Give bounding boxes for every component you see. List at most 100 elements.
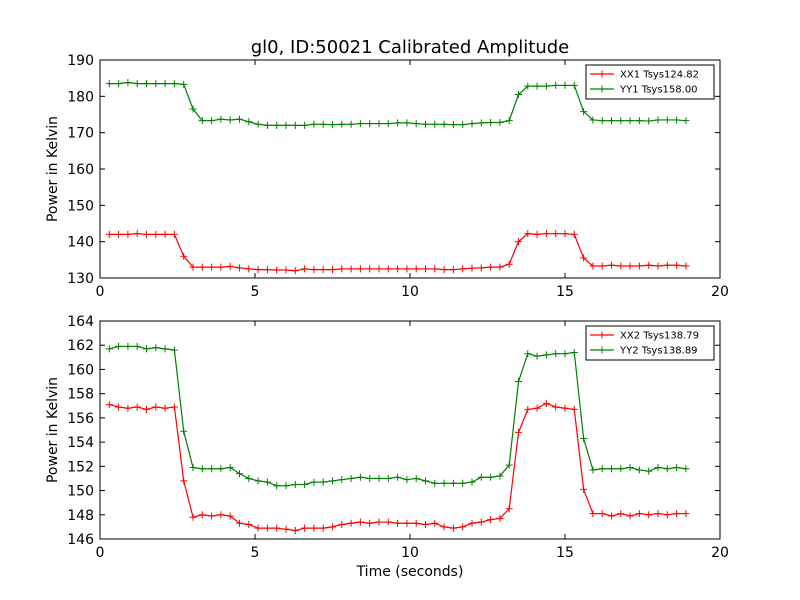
- data-point: [384, 474, 392, 482]
- data-point: [663, 511, 671, 519]
- data-point: [570, 230, 578, 238]
- data-point: [496, 472, 504, 480]
- data-point: [570, 81, 578, 89]
- data-point: [356, 518, 364, 526]
- legend-label: YY2 Tsys138.89: [619, 346, 698, 357]
- data-point: [440, 266, 448, 274]
- data-point: [254, 120, 262, 128]
- data-point: [561, 350, 569, 358]
- lower-plot: 0 5 10 15 20 146 148 150 152 154 156 158 160 162 164 Po…: [45, 314, 729, 580]
- data-point: [663, 116, 671, 124]
- legend-2: XX2 Tsys138.79 YY2 Tsys138.89: [585, 325, 715, 361]
- y-axis-label: Power in Kelvin: [45, 116, 61, 222]
- data-point: [375, 265, 383, 273]
- data-point: [217, 465, 225, 473]
- data-point: [347, 474, 355, 482]
- data-point: [635, 466, 643, 474]
- data-point: [189, 513, 197, 521]
- data-point: [663, 465, 671, 473]
- data-point: [477, 518, 485, 526]
- data-point: [338, 120, 346, 128]
- data-point: [515, 91, 522, 99]
- data-point: [301, 265, 309, 273]
- data-point: [254, 477, 262, 485]
- data-point: [273, 482, 281, 490]
- data-point: [115, 403, 123, 411]
- data-point: [645, 261, 653, 269]
- data-point: [152, 80, 160, 88]
- data-point: [189, 263, 197, 271]
- data-point: [617, 510, 625, 518]
- y-tick-label: 152: [67, 459, 94, 475]
- data-point: [570, 405, 578, 413]
- legend-box: [585, 64, 715, 100]
- data-point: [449, 479, 457, 487]
- x-tick-label: 10: [401, 545, 419, 561]
- data-point: [449, 266, 457, 274]
- data-point: [645, 117, 653, 125]
- data-point: [291, 481, 299, 488]
- data-point: [552, 230, 560, 238]
- data-point: [524, 230, 532, 238]
- x-tick-label: 20: [711, 545, 729, 561]
- data-point: [245, 520, 253, 528]
- data-point: [143, 80, 150, 88]
- data-point: [608, 261, 615, 269]
- data-point: [440, 523, 448, 531]
- data-point: [133, 80, 141, 88]
- data-point: [580, 254, 588, 262]
- data-point: [273, 524, 281, 532]
- data-point: [208, 465, 216, 473]
- data-point: [282, 525, 290, 533]
- data-point: [468, 264, 476, 272]
- data-point: [366, 519, 374, 527]
- data-point: [459, 265, 467, 273]
- upper-plot: 0 5 10 15 20 130 140 150 160 170 180 190 Power in Ke…: [45, 53, 729, 300]
- data-point: [608, 117, 615, 125]
- data-point: [682, 262, 690, 270]
- data-point: [180, 80, 188, 88]
- data-point: [487, 263, 495, 271]
- y-tick-label: 146: [67, 532, 94, 548]
- data-point: [254, 524, 262, 532]
- data-point: [133, 342, 141, 350]
- data-point: [115, 80, 123, 88]
- data-point: [533, 352, 541, 360]
- data-point: [254, 266, 262, 274]
- data-point: [403, 265, 411, 273]
- y-tick-label: 160: [67, 362, 94, 378]
- data-point: [208, 263, 216, 271]
- data-point: [375, 474, 383, 482]
- y-tick-label: 150: [67, 484, 94, 500]
- data-point: [487, 118, 495, 126]
- data-point: [673, 464, 681, 472]
- data-point: [394, 119, 402, 127]
- data-point: [654, 464, 662, 472]
- data-point: [338, 265, 346, 273]
- data-point: [152, 344, 160, 352]
- data-point: [654, 510, 662, 518]
- data-point: [682, 117, 690, 125]
- data-point: [347, 265, 355, 273]
- data-point: [422, 477, 429, 485]
- data-point: [338, 520, 346, 528]
- data-point: [496, 263, 504, 271]
- data-point: [384, 265, 392, 273]
- data-point: [105, 401, 113, 409]
- x-tick-label: 5: [251, 284, 260, 300]
- data-point: [635, 510, 643, 518]
- data-point: [236, 264, 243, 272]
- data-point: [440, 479, 448, 487]
- data-point: [598, 510, 606, 518]
- data-point: [542, 351, 550, 359]
- data-point: [375, 120, 383, 128]
- data-point: [310, 266, 318, 274]
- x-tick-label: 10: [401, 284, 419, 300]
- legend-marker: [598, 70, 606, 78]
- data-point: [236, 519, 243, 527]
- data-point: [487, 516, 495, 524]
- data-point: [580, 485, 588, 493]
- data-point: [552, 350, 560, 358]
- data-point: [459, 523, 467, 531]
